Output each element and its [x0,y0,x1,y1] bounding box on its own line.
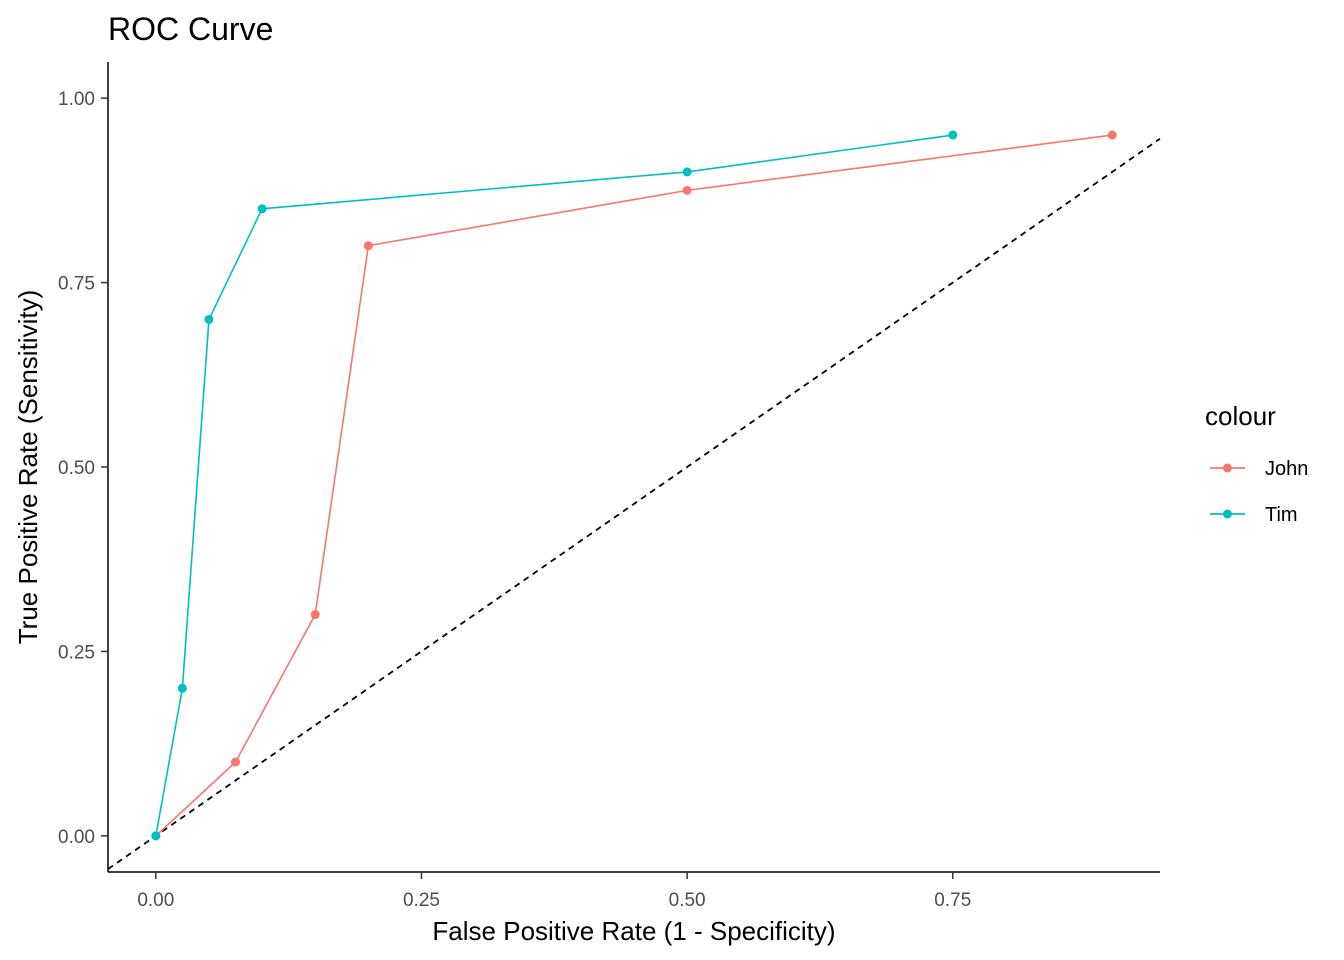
y-tick-label: 0.25 [58,642,95,663]
legend-point-key [1223,509,1232,519]
data-point-john [1107,130,1117,140]
legend-item-john: John [1210,458,1308,480]
chart-title: ROC Curve [108,11,273,47]
legend-label: John [1265,458,1308,480]
legend-label: Tim [1265,504,1298,526]
legend-title: colour [1205,401,1276,431]
x-axis-title: False Positive Rate (1 - Specificity) [432,916,835,946]
data-point-john [231,757,241,767]
legend: colour John Tim [1205,401,1308,526]
legend-items: John Tim [1210,458,1308,526]
data-point-john [363,241,373,251]
data-point-tim [682,167,692,177]
x-tick-label: 0.50 [669,890,706,911]
y-tick-label: 0.75 [58,274,95,295]
data-point-tim [151,831,161,841]
y-axis-title: True Positive Rate (Sensitivity) [13,290,43,644]
series-line-tim [155,134,953,836]
data-point-john [682,185,692,195]
y-tick-label: 0.00 [58,827,95,848]
x-tick-label: 0.00 [137,890,174,911]
y-tick-label: 1.00 [58,89,95,110]
y-ticks: 0.00 0.25 0.50 0.75 1.00 [58,89,108,848]
x-tick-label: 0.25 [403,890,440,911]
legend-item-tim: Tim [1210,504,1298,526]
series-line-john [155,134,1113,837]
data-point-john [310,610,320,620]
data-point-tim [177,683,187,693]
series-layer [151,130,1117,841]
x-tick-label: 0.75 [934,890,971,911]
plot-area [107,130,1161,870]
reference-line-layer [107,137,1161,870]
axes: 0.00 0.25 0.50 0.75 0.00 0.25 0.50 0.75 1.00 [58,62,1160,911]
data-point-tim [204,314,214,324]
data-point-tim [948,130,958,140]
data-point-tim [257,204,267,214]
y-tick-label: 0.50 [58,458,95,479]
reference-diagonal-line [107,137,1161,870]
legend-point-key [1223,463,1232,473]
x-ticks: 0.00 0.25 0.50 0.75 [137,872,971,911]
